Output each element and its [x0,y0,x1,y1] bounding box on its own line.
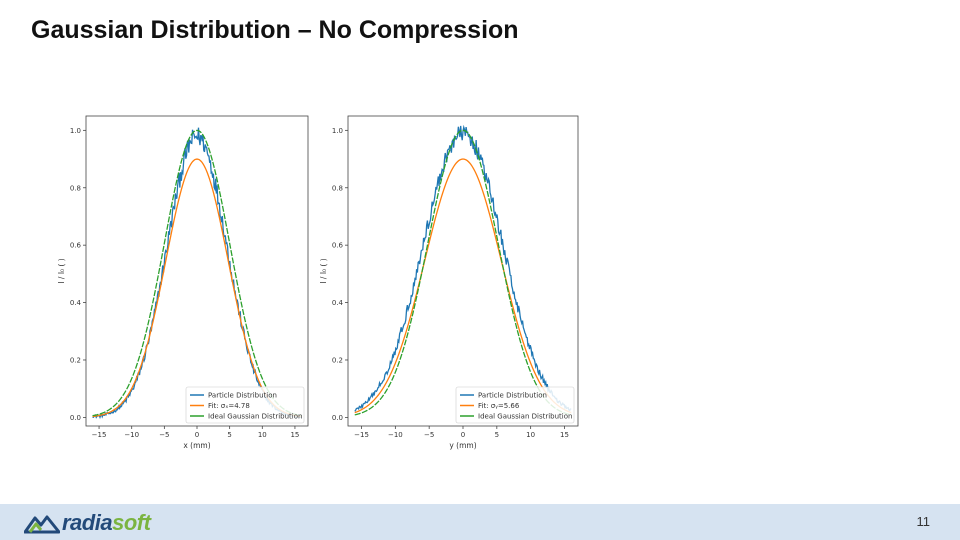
page-number: 11 [916,514,931,529]
y-tick-label: 0.8 [332,184,343,192]
x-tick-label: 10 [258,431,267,439]
y-axis-label: I / I₀ ( ) [319,258,328,283]
mountain-icon [24,515,60,534]
logo-text-accent: soft [112,510,151,535]
series-line [354,158,572,414]
y-tick-label: 0.2 [332,356,343,364]
y-tick-label: 0.6 [70,242,82,250]
y-distribution-chart: −15 −10 −5 0 5 10 15 0.0 0.2 0.4 0.6 0.8 1.0 y (mm) I … [319,115,579,450]
x-tick-label: 10 [526,431,535,439]
x-tick-label: −15 [92,431,107,439]
slide-title: Gaussian Distribution – No Compression [31,16,519,44]
x-tick-label: 15 [290,431,299,439]
x-distribution-chart: −15 −10 −5 0 5 10 15 0.0 0.2 0.4 0.6 0.8 1.0 x (mm) I … [57,115,309,450]
x-axis-label: y (mm) [449,441,476,450]
legend-label: Ideal Gaussian Distribution [208,413,302,421]
y-tick-label: 0.8 [70,184,81,192]
logo-text: radiasoft [62,510,151,536]
legend-label: Fit: σᵧ=5.66 [478,402,520,410]
series-line [354,124,572,412]
x-tick-label: 15 [560,431,569,439]
y-tick-label: 0.2 [70,356,81,364]
legend-label: Ideal Gaussian Distribution [478,413,572,421]
y-tick-label: 1.0 [70,127,81,135]
y-tick-label: 0.6 [332,242,344,250]
logo-text-primary: radia [62,510,113,535]
footer-bar: radiasoft 11 [0,504,960,540]
x-tick-label: 5 [495,431,499,439]
x-axis-label: x (mm) [183,441,210,450]
x-tick-label: 0 [195,431,199,439]
legend-box [455,386,575,424]
legend-box [185,386,305,424]
plot-frame [85,115,309,427]
x-tick-label: −5 [159,431,169,439]
y-tick-label: 1.0 [332,127,343,135]
x-tick-label: −5 [424,431,434,439]
legend-label: Particle Distribution [208,392,277,400]
y-tick-label: 0.0 [332,414,343,422]
legend-label: Particle Distribution [478,392,547,400]
series-line [354,129,572,416]
y-axis-label: I / I₀ ( ) [57,258,66,283]
x-tick-label: 0 [461,431,465,439]
x-tick-label: −10 [124,431,139,439]
legend-label: Fit: σₓ=4.78 [208,402,250,410]
x-tick-label: −15 [354,431,369,439]
x-tick-label: 5 [227,431,231,439]
y-tick-label: 0.4 [70,299,82,307]
y-tick-label: 0.0 [70,414,81,422]
y-tick-label: 0.4 [332,299,344,307]
x-tick-label: −10 [388,431,403,439]
